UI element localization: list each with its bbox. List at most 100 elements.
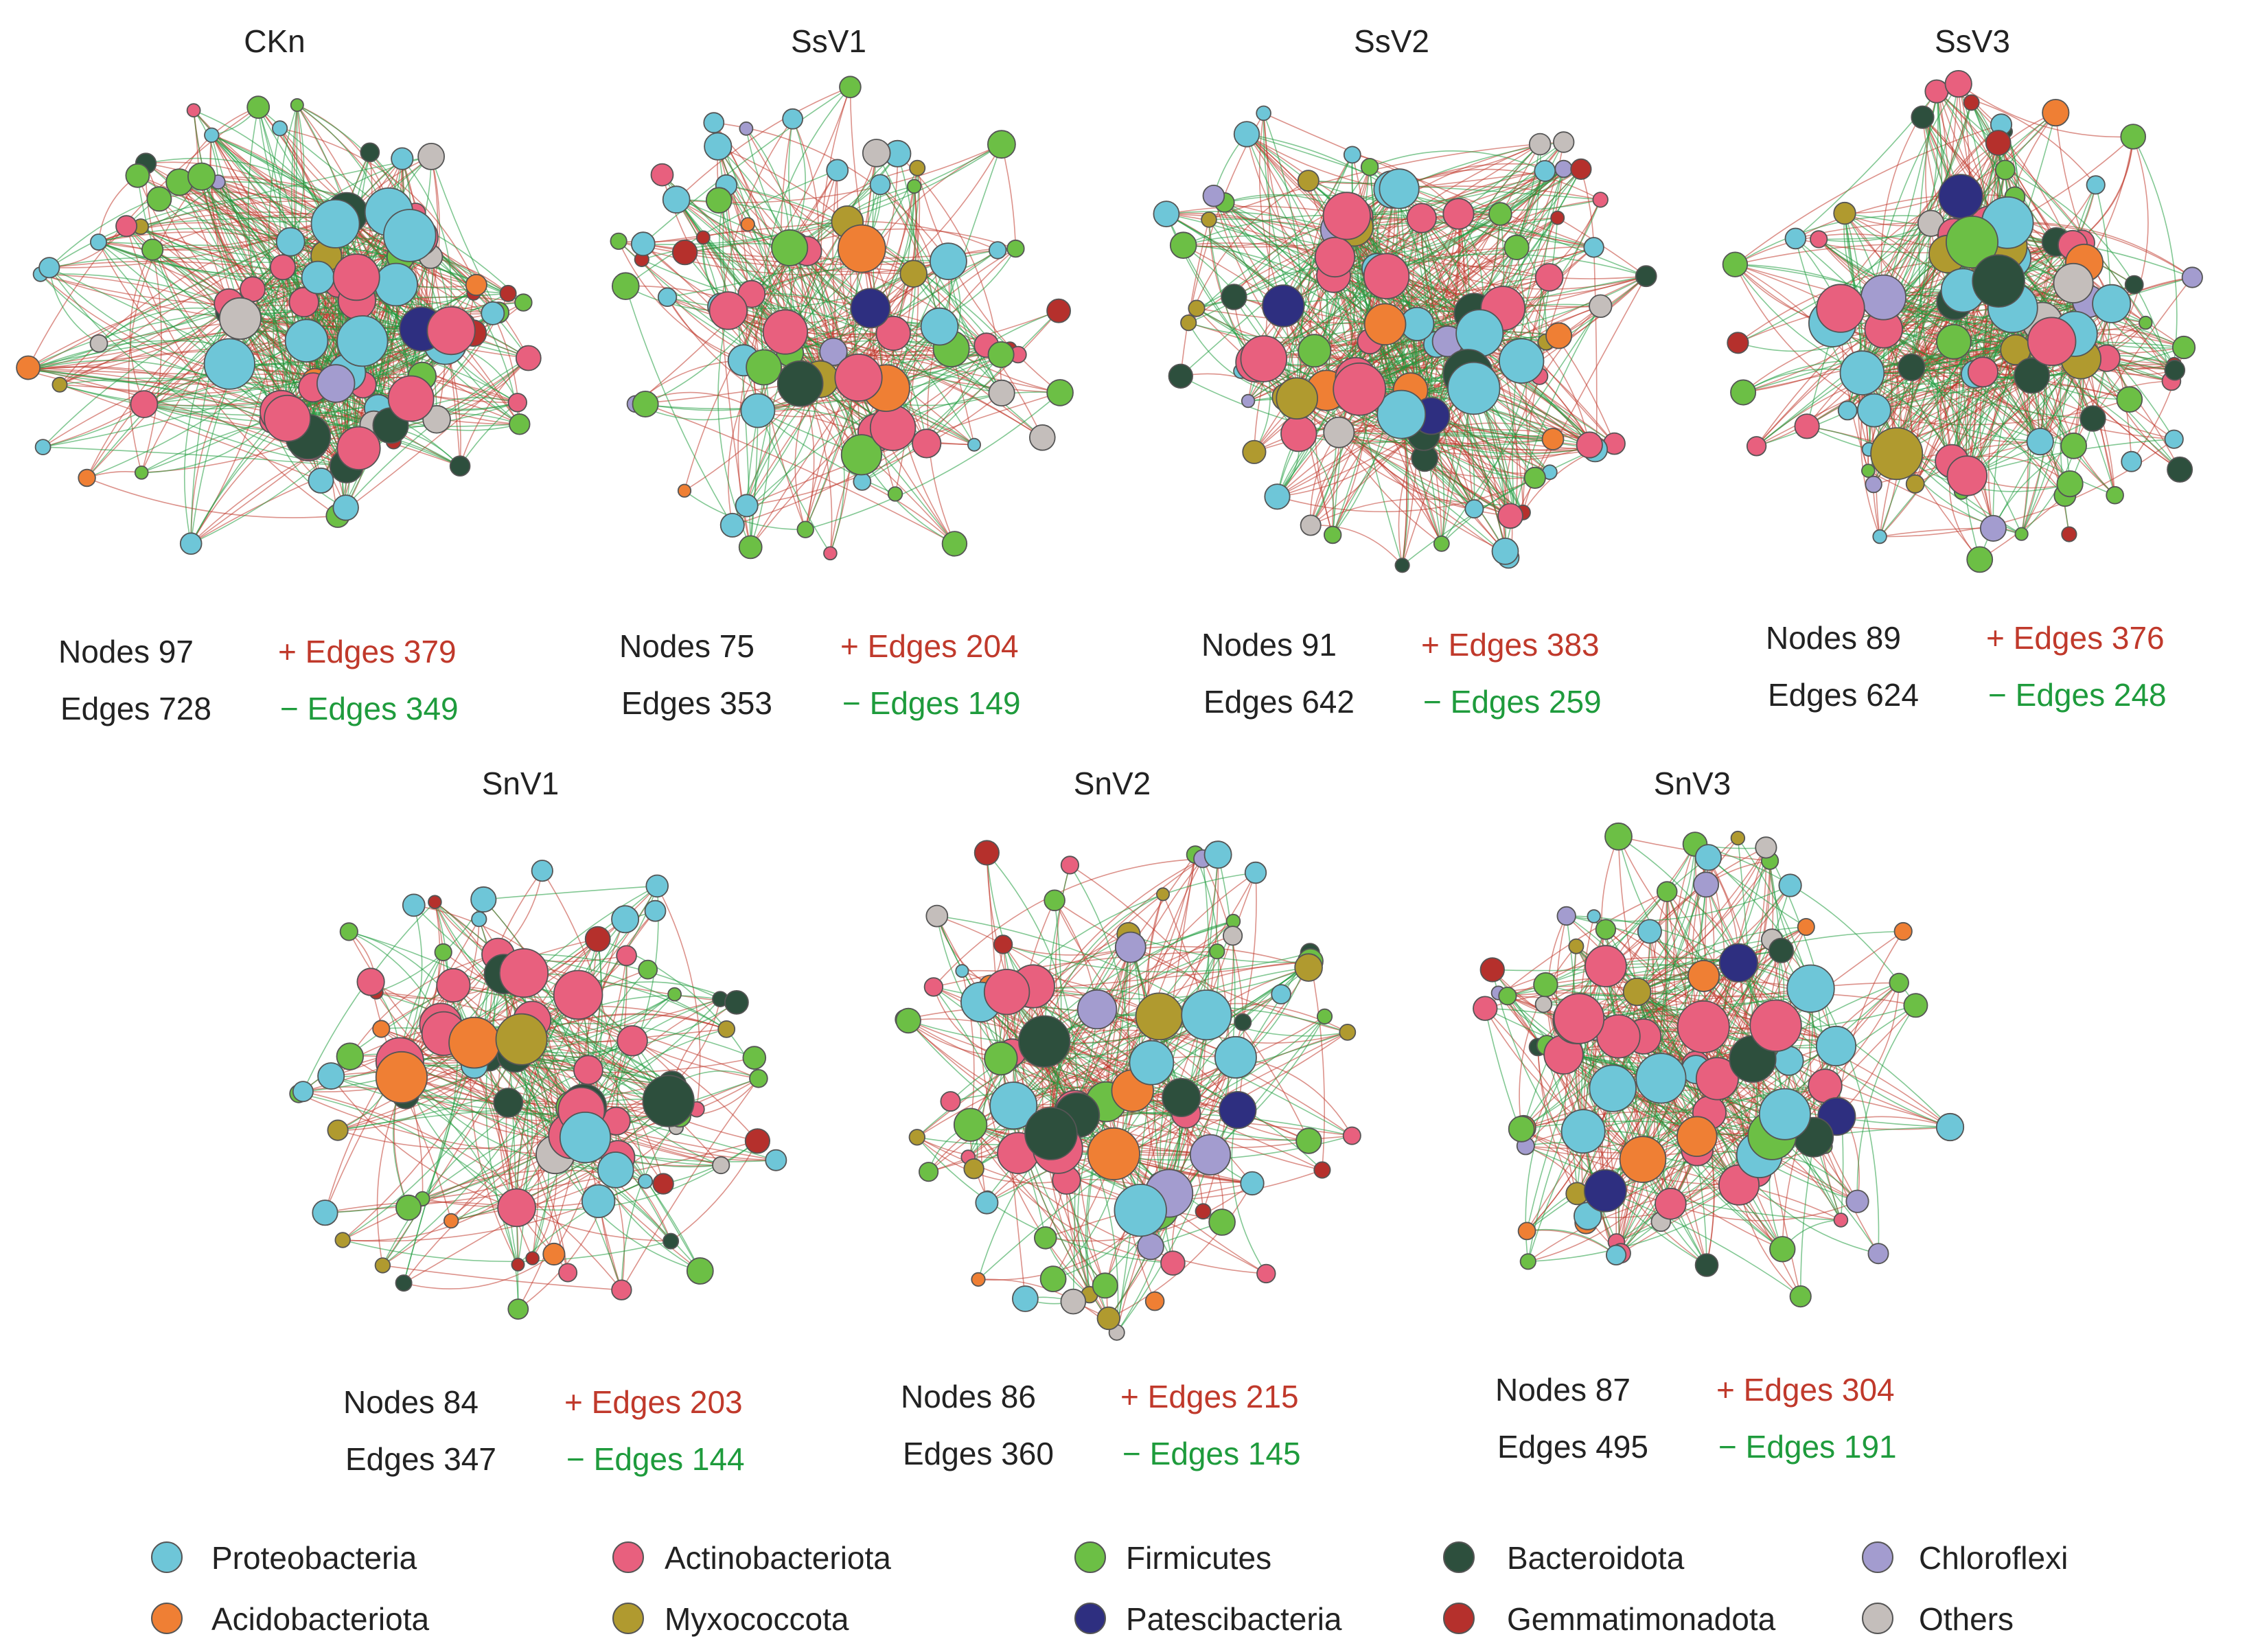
- node-firmi: [919, 1162, 939, 1182]
- node-actino: [1816, 284, 1865, 333]
- negative-edge: [732, 348, 1011, 526]
- negative-edge: [27, 367, 374, 426]
- edges-count-SnV3: Edges 495: [1497, 1429, 1648, 1465]
- edges-count-SsV1: Edges 353: [621, 685, 772, 721]
- positive-edge: [670, 1140, 759, 1242]
- node-chloro: [1189, 1134, 1232, 1175]
- node-proteo: [638, 1173, 654, 1189]
- node-bactero: [1768, 937, 1794, 963]
- negative-edge: [27, 360, 282, 413]
- negative-edge: [1423, 432, 1597, 447]
- negative-edges-SsV1: − Edges 149: [842, 685, 1021, 721]
- node-acido: [1893, 921, 1913, 941]
- panel-SnV1: SnV1 Nodes 84 Edges 347 + Edges 203 − Ed…: [289, 766, 787, 1477]
- node-firmi: [887, 486, 903, 502]
- node-firmi: [686, 1257, 714, 1285]
- node-proteo: [89, 233, 107, 251]
- node-gemma: [1985, 130, 2012, 156]
- node-proteo: [391, 147, 414, 170]
- node-proteo: [611, 905, 640, 934]
- nodes-count-CKn: Nodes 97: [58, 634, 194, 669]
- node-firmi: [434, 943, 452, 962]
- node-proteo: [2121, 450, 2143, 472]
- positive-edge: [1263, 113, 1594, 249]
- negative-edge: [862, 345, 987, 483]
- nodes-SnV1: [289, 860, 787, 1320]
- negative-edge: [1263, 168, 1582, 360]
- negative-edge: [430, 156, 499, 313]
- node-actino: [115, 215, 138, 238]
- negative-edge: [1756, 307, 2014, 447]
- negative-edge: [193, 110, 219, 183]
- node-proteo: [662, 185, 691, 214]
- node-actino: [708, 291, 748, 330]
- network-graph-CKn: [16, 95, 542, 555]
- node-bactero: [1694, 1253, 1719, 1277]
- node-chloro: [1556, 906, 1576, 926]
- node-firmi: [1936, 323, 1972, 360]
- negative-edge: [761, 87, 851, 368]
- node-actino: [1314, 236, 1356, 278]
- node-bactero: [1162, 1078, 1201, 1118]
- node-gemma: [1727, 332, 1749, 354]
- node-firmi: [771, 229, 809, 266]
- network-graph-SsV1: [610, 76, 1074, 561]
- acidobacteriota-swatch: [151, 1603, 183, 1634]
- node-firmi: [2116, 386, 2143, 413]
- panel-title-CKn: CKn: [244, 23, 305, 59]
- node-actino: [288, 286, 319, 318]
- positive-edge: [404, 1095, 452, 1221]
- node-actino: [1333, 362, 1387, 416]
- node-proteo: [1379, 168, 1420, 209]
- positive-edge: [1734, 264, 1875, 411]
- node-myxo: [1339, 1024, 1357, 1041]
- node-actino: [336, 426, 381, 470]
- node-proteo: [275, 227, 306, 257]
- node-firmi: [749, 1069, 768, 1088]
- negative-edges-SsV3: − Edges 248: [1988, 677, 2167, 713]
- node-actino: [1322, 192, 1371, 240]
- node-others: [2053, 262, 2094, 303]
- negative-edge: [1398, 188, 1594, 249]
- node-acido: [375, 1051, 428, 1104]
- positive-edge: [1188, 180, 1309, 323]
- nodes-count-SsV2: Nodes 91: [1201, 627, 1337, 663]
- positive-edge: [969, 893, 1164, 1125]
- node-firmi: [336, 1042, 364, 1070]
- panel-title-SsV3: SsV3: [1935, 23, 2010, 59]
- negative-edge: [1521, 1121, 1773, 1136]
- node-acido: [443, 1213, 459, 1229]
- node-proteo: [1376, 389, 1427, 439]
- node-others: [1323, 416, 1355, 448]
- edges-SnV1: [298, 870, 776, 1310]
- node-proteo: [481, 301, 505, 325]
- negative-edge: [757, 410, 896, 495]
- negative-edge: [140, 156, 432, 227]
- positive-edges-SsV2: + Edges 383: [1421, 627, 1600, 663]
- node-proteo: [1856, 393, 1891, 428]
- node-proteo: [826, 159, 849, 182]
- negative-edge: [1545, 957, 1739, 985]
- node-gemma: [511, 1257, 525, 1272]
- node-firmi: [1861, 463, 1876, 478]
- panel-SnV2: SnV2 Nodes 86 Edges 360 + Edges 215 − Ed…: [895, 766, 1361, 1471]
- negative-edge: [1637, 844, 1696, 993]
- node-acido: [837, 224, 886, 273]
- node-proteo: [292, 1081, 314, 1103]
- chloroflexi-swatch: [1862, 1541, 1893, 1573]
- node-proteo: [955, 964, 969, 978]
- node-actino: [611, 1279, 632, 1300]
- negative-edge: [240, 318, 422, 330]
- node-others: [1534, 995, 1553, 1013]
- edges-count-SsV3: Edges 624: [1768, 677, 1919, 713]
- node-chloro: [1202, 184, 1225, 207]
- positive-edge: [1593, 247, 1598, 447]
- positive-edge: [2092, 277, 2193, 419]
- negative-edge: [1231, 1110, 1267, 1274]
- negative-edge: [1974, 185, 2097, 375]
- positive-edge: [330, 1075, 517, 1208]
- node-firmi: [2171, 335, 2196, 360]
- node-firmi: [1034, 1226, 1057, 1250]
- node-proteo: [2086, 175, 2106, 195]
